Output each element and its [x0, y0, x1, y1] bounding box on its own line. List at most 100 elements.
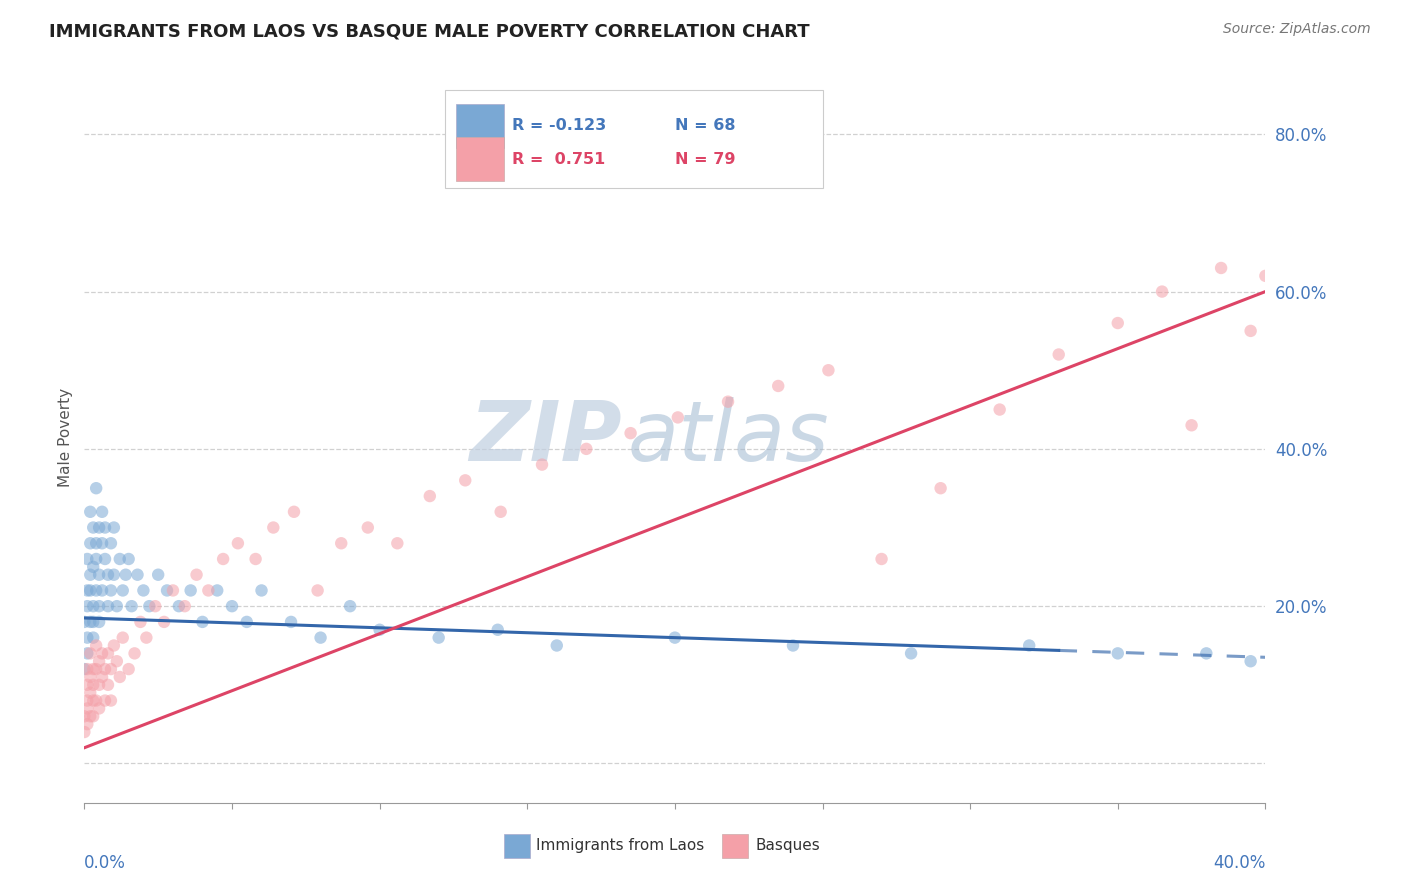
Point	[900, 646, 922, 660]
Point	[1278, 229, 1301, 244]
Text: 40.0%: 40.0%	[1213, 854, 1265, 872]
Point	[73, 725, 96, 739]
Point	[283, 505, 305, 519]
Point	[91, 536, 114, 550]
Point	[97, 567, 120, 582]
Point	[162, 583, 184, 598]
Point	[186, 567, 208, 582]
Point	[1211, 260, 1233, 275]
Point	[76, 583, 98, 598]
Point	[1286, 253, 1309, 268]
Point	[575, 442, 598, 456]
Point	[103, 567, 125, 582]
Point	[79, 615, 101, 629]
Point	[79, 646, 101, 660]
Point	[91, 646, 114, 660]
Point	[82, 599, 104, 614]
Point	[717, 394, 740, 409]
Point	[82, 662, 104, 676]
Point	[79, 686, 101, 700]
Point	[100, 583, 122, 598]
Bar	[457, 104, 503, 148]
Point	[148, 567, 170, 582]
Point	[127, 567, 149, 582]
Point	[73, 615, 96, 629]
Point	[1270, 245, 1292, 260]
Point	[79, 583, 101, 598]
Point	[173, 599, 195, 614]
Point	[132, 583, 155, 598]
Point	[454, 473, 477, 487]
Point	[84, 481, 107, 495]
Point	[97, 599, 120, 614]
Point	[870, 552, 893, 566]
Point	[620, 426, 643, 441]
Point	[118, 662, 141, 676]
Point	[91, 505, 114, 519]
Point	[114, 567, 136, 582]
Point	[73, 709, 96, 723]
Bar	[457, 137, 503, 181]
Point	[82, 520, 104, 534]
Point	[245, 552, 267, 566]
Text: IMMIGRANTS FROM LAOS VS BASQUE MALE POVERTY CORRELATION CHART: IMMIGRANTS FROM LAOS VS BASQUE MALE POVE…	[49, 22, 810, 40]
Point	[1240, 324, 1263, 338]
Point	[94, 520, 117, 534]
Point	[782, 639, 804, 653]
Point	[1107, 316, 1129, 330]
Point	[84, 693, 107, 707]
Point	[94, 693, 117, 707]
Point	[84, 639, 107, 653]
Point	[531, 458, 554, 472]
Point	[87, 520, 111, 534]
Point	[87, 567, 111, 582]
Point	[197, 583, 219, 598]
Point	[94, 552, 117, 566]
Point	[250, 583, 273, 598]
Point	[262, 520, 284, 534]
Point	[84, 583, 107, 598]
Point	[226, 536, 249, 550]
Point	[82, 693, 104, 707]
Point	[1295, 237, 1317, 252]
Point	[97, 646, 120, 660]
Point	[1322, 260, 1344, 275]
Text: R = -0.123: R = -0.123	[512, 118, 606, 133]
Point	[1254, 268, 1277, 283]
Point	[103, 520, 125, 534]
Point	[91, 583, 114, 598]
Point	[108, 670, 131, 684]
Point	[103, 639, 125, 653]
Point	[76, 701, 98, 715]
Text: R =  0.751: R = 0.751	[512, 153, 605, 168]
Point	[82, 559, 104, 574]
Point	[489, 505, 512, 519]
Point	[124, 646, 146, 660]
Point	[87, 615, 111, 629]
Point	[664, 631, 686, 645]
Point	[307, 583, 329, 598]
Point	[105, 599, 128, 614]
Point	[207, 583, 229, 598]
Point	[100, 536, 122, 550]
Point	[167, 599, 190, 614]
Text: atlas: atlas	[627, 397, 830, 477]
Point	[1305, 221, 1327, 235]
Text: N = 68: N = 68	[675, 118, 735, 133]
Point	[87, 701, 111, 715]
Point	[135, 631, 157, 645]
Point	[546, 639, 568, 653]
Y-axis label: Male Poverty: Male Poverty	[58, 387, 73, 487]
Point	[486, 623, 509, 637]
Point	[339, 599, 361, 614]
Point	[111, 583, 134, 598]
Text: Basques: Basques	[755, 838, 820, 853]
Point	[76, 693, 98, 707]
Point	[368, 623, 391, 637]
Point	[76, 599, 98, 614]
Point	[121, 599, 143, 614]
Point	[94, 662, 117, 676]
Point	[153, 615, 176, 629]
Point	[87, 678, 111, 692]
Point	[221, 599, 243, 614]
